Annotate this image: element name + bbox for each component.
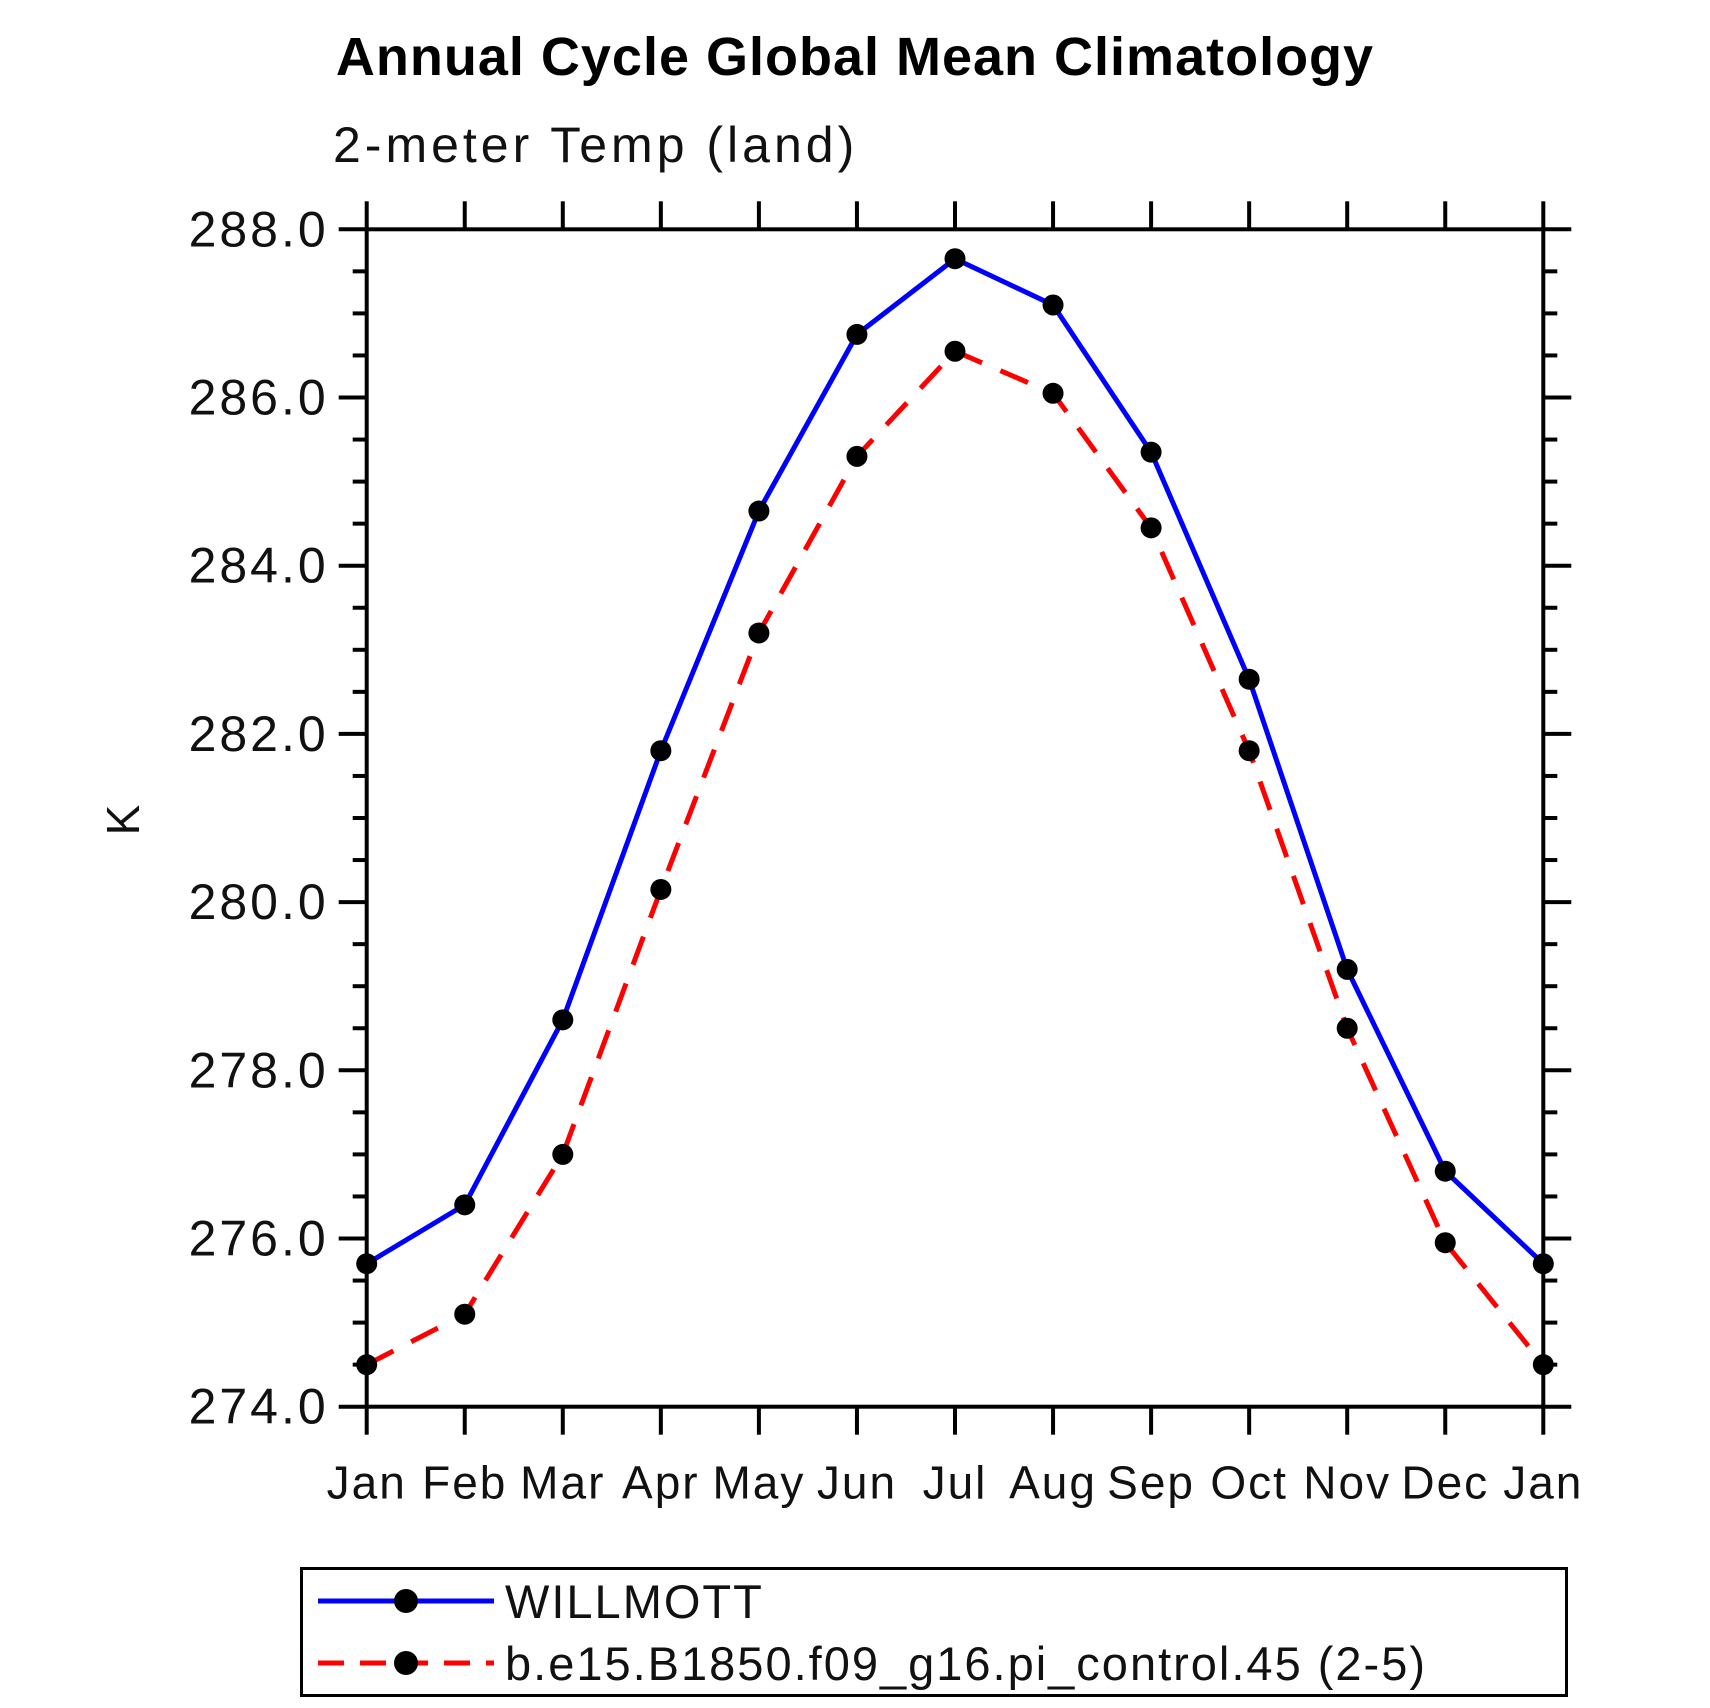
data-point-marker — [356, 1354, 378, 1376]
data-point-marker — [650, 740, 672, 762]
data-point-marker — [1434, 1160, 1456, 1182]
data-point-marker — [846, 323, 868, 345]
y-tick-label: 278.0 — [189, 1042, 329, 1098]
data-point-marker — [944, 248, 966, 270]
legend-row-willmott: WILLMOTT — [303, 1570, 1565, 1632]
data-point-marker — [1238, 740, 1260, 762]
y-tick-label: 280.0 — [189, 874, 329, 930]
legend: WILLMOTT b.e15.B1850.f09_g16.pi_control.… — [300, 1567, 1568, 1697]
x-tick-label: Aug — [1009, 1457, 1097, 1509]
chart-subtitle: 2-meter Temp (land) — [333, 117, 859, 173]
legend-line-dashed-icon — [318, 1651, 494, 1675]
legend-line-solid-icon — [318, 1589, 494, 1613]
data-point-marker — [944, 340, 966, 362]
x-tick-label: Dec — [1401, 1457, 1489, 1509]
data-point-marker — [1434, 1232, 1456, 1254]
data-point-marker — [1042, 294, 1064, 316]
data-point-marker — [454, 1303, 476, 1325]
data-point-marker — [650, 878, 672, 900]
y-tick-label: 274.0 — [189, 1379, 329, 1435]
x-tick-label: Jan — [1503, 1457, 1583, 1509]
data-point-marker — [552, 1009, 574, 1031]
data-point-marker — [1532, 1253, 1554, 1275]
chart-title: Annual Cycle Global Mean Climatology — [335, 27, 1375, 87]
data-point-marker — [846, 445, 868, 467]
y-tick-label: 286.0 — [189, 370, 329, 426]
data-point-marker — [1336, 958, 1358, 980]
data-point-marker — [1042, 382, 1064, 404]
data-point-marker — [748, 622, 770, 644]
y-tick-label: 276.0 — [189, 1211, 329, 1267]
data-point-marker — [1140, 517, 1162, 539]
x-tick-label: Mar — [520, 1457, 605, 1509]
y-tick-label: 288.0 — [189, 201, 329, 257]
y-tick-label: 284.0 — [189, 538, 329, 594]
x-tick-label: Jun — [817, 1457, 897, 1509]
data-point-marker — [1532, 1354, 1554, 1376]
x-tick-label: Jan — [327, 1457, 407, 1509]
x-tick-label: Sep — [1107, 1457, 1195, 1509]
x-tick-label: May — [712, 1457, 805, 1509]
x-tick-label: Oct — [1210, 1457, 1288, 1509]
data-point-marker — [1238, 668, 1260, 690]
legend-row-model: b.e15.B1850.f09_g16.pi_control.45 (2-5) — [303, 1632, 1565, 1694]
data-point-marker — [748, 500, 770, 522]
data-point-marker — [454, 1194, 476, 1216]
x-tick-label: Feb — [422, 1457, 507, 1509]
x-tick-label: Nov — [1303, 1457, 1391, 1509]
legend-label-model: b.e15.B1850.f09_g16.pi_control.45 (2-5) — [505, 1636, 1428, 1690]
data-point-marker — [552, 1143, 574, 1165]
series-line-1 — [365, 348, 1546, 1367]
legend-label-willmott: WILLMOTT — [505, 1574, 764, 1628]
series-line-0 — [365, 255, 1546, 1266]
plot-frame — [364, 227, 1546, 1409]
data-point-marker — [356, 1253, 378, 1275]
x-tick-label: Apr — [622, 1457, 700, 1509]
data-point-marker — [1336, 1017, 1358, 1039]
x-tick-label: Jul — [923, 1457, 988, 1509]
data-point-marker — [1140, 441, 1162, 463]
y-tick-label: 282.0 — [189, 706, 329, 762]
